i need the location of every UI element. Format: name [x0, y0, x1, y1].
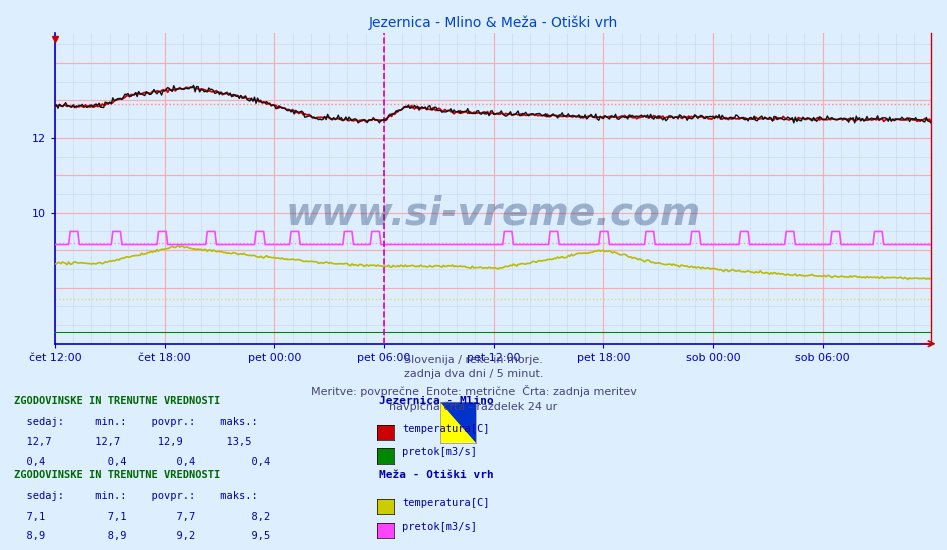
- Polygon shape: [440, 402, 476, 443]
- Text: temperatura[C]: temperatura[C]: [402, 424, 490, 434]
- Text: Meža - Otiški vrh: Meža - Otiški vrh: [379, 470, 493, 481]
- Text: ZGODOVINSKE IN TRENUTNE VREDNOSTI: ZGODOVINSKE IN TRENUTNE VREDNOSTI: [14, 396, 221, 406]
- Polygon shape: [440, 402, 476, 422]
- Text: sedaj:     min.:    povpr.:    maks.:: sedaj: min.: povpr.: maks.:: [14, 417, 258, 427]
- Text: sedaj:     min.:    povpr.:    maks.:: sedaj: min.: povpr.: maks.:: [14, 491, 258, 502]
- Text: ZGODOVINSKE IN TRENUTNE VREDNOSTI: ZGODOVINSKE IN TRENUTNE VREDNOSTI: [14, 470, 221, 481]
- Text: 0,4          0,4        0,4         0,4: 0,4 0,4 0,4 0,4: [14, 456, 271, 467]
- Text: Jezernica - Mlino: Jezernica - Mlino: [379, 396, 493, 406]
- Text: temperatura[C]: temperatura[C]: [402, 498, 490, 508]
- Text: 7,1          7,1        7,7         8,2: 7,1 7,1 7,7 8,2: [14, 512, 271, 522]
- Text: pretok[m3/s]: pretok[m3/s]: [402, 521, 477, 532]
- Text: Slovenija / reke in morje.
zadnja dva dni / 5 minut.
Meritve: povprečne  Enote: : Slovenija / reke in morje. zadnja dva dn…: [311, 355, 636, 412]
- Title: Jezernica - Mlino & Meža - Otiški vrh: Jezernica - Mlino & Meža - Otiški vrh: [368, 16, 617, 30]
- Text: 12,7       12,7      12,9       13,5: 12,7 12,7 12,9 13,5: [14, 437, 252, 448]
- Text: pretok[m3/s]: pretok[m3/s]: [402, 447, 477, 458]
- Text: 8,9          8,9        9,2         9,5: 8,9 8,9 9,2 9,5: [14, 531, 271, 541]
- Polygon shape: [440, 402, 476, 443]
- Text: www.si-vreme.com: www.si-vreme.com: [285, 194, 701, 232]
